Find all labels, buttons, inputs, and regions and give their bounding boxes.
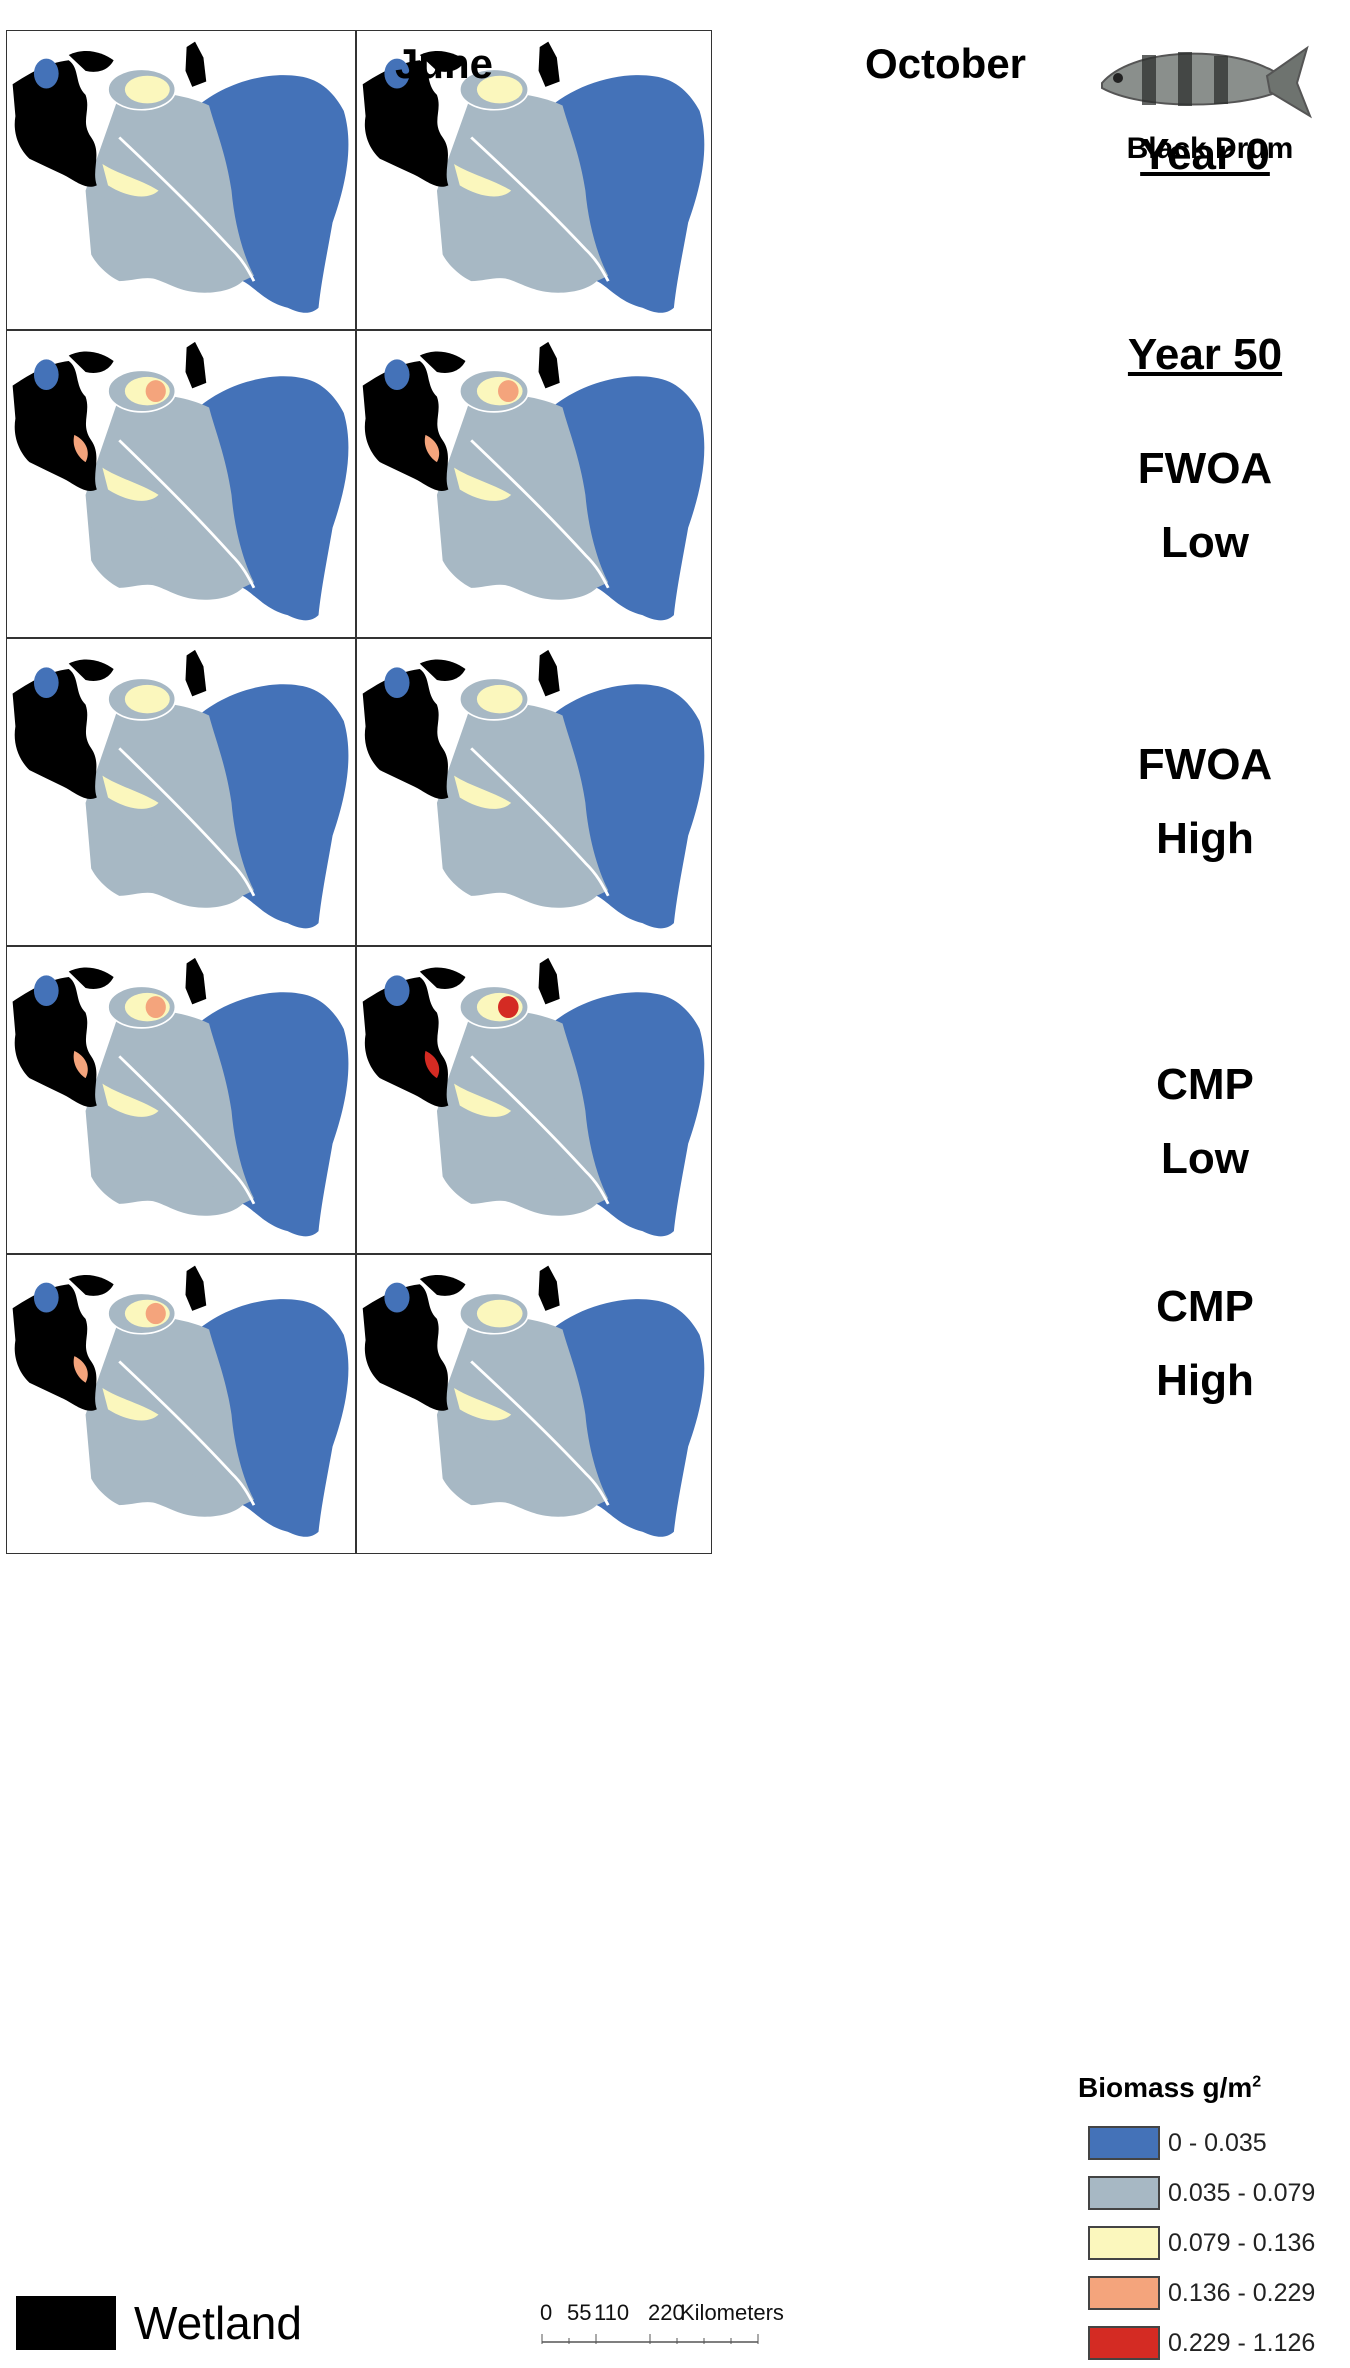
legend-swatch bbox=[1088, 2326, 1160, 2360]
black-drum-fish-icon bbox=[1101, 45, 1312, 119]
legend-swatch bbox=[1088, 2276, 1160, 2310]
map-panel-year0-october bbox=[356, 30, 712, 330]
map-panel-year0-june bbox=[6, 30, 356, 330]
legend-item: 0 - 0.035 bbox=[1078, 2118, 1348, 2168]
scenario-label-0: Year 0 bbox=[1140, 130, 1270, 179]
map-grid bbox=[6, 30, 1062, 2342]
scale-tick-label: 0 bbox=[540, 2300, 553, 2325]
scenario-label-2: FWOA Low bbox=[1137, 444, 1273, 567]
legend-item: 0.229 - 1.126 bbox=[1078, 2318, 1348, 2368]
scenario-label-5: CMP High bbox=[1156, 1282, 1254, 1405]
map-panel-cmp-low-october bbox=[356, 946, 712, 1254]
legend-label: 0.136 - 0.229 bbox=[1168, 2278, 1316, 2307]
legend-item: 0.136 - 0.229 bbox=[1078, 2268, 1348, 2318]
legend-item: 0.079 - 0.136 bbox=[1078, 2218, 1348, 2268]
map-panel-fwoa-high-october bbox=[356, 638, 712, 946]
scenario-label-3: FWOA High bbox=[1137, 740, 1273, 863]
scale-tick-label: 55 bbox=[567, 2300, 592, 2325]
legend-label: 0 - 0.035 bbox=[1168, 2128, 1267, 2157]
map-panel-cmp-high-june bbox=[6, 1254, 356, 1554]
map-panel-cmp-high-october bbox=[356, 1254, 712, 1554]
scale-tick-label: 220 bbox=[648, 2300, 685, 2325]
legend-title: Biomass g/m2 bbox=[1078, 2072, 1262, 2103]
legend-swatch bbox=[1088, 2126, 1160, 2160]
legend-item: 0.035 - 0.079 bbox=[1078, 2168, 1348, 2218]
map-panel-fwoa-high-june bbox=[6, 638, 356, 946]
scale-unit: Kilometers bbox=[680, 2300, 784, 2325]
map-panel-fwoa-low-june bbox=[6, 330, 356, 638]
map-panel-cmp-low-june bbox=[6, 946, 356, 1254]
legend-label: 0.079 - 0.136 bbox=[1168, 2228, 1316, 2257]
scenario-label-1: Year 50 bbox=[1127, 330, 1283, 379]
scale-bar-graphic bbox=[541, 2334, 759, 2344]
legend-label: 0.035 - 0.079 bbox=[1168, 2178, 1316, 2207]
scale-bar: 0 55 110 220 Kilometers bbox=[540, 2300, 900, 2351]
legend-label: 0.229 - 1.126 bbox=[1168, 2328, 1316, 2357]
species-label: Black Drum bbox=[1126, 132, 1294, 165]
map-panel-fwoa-low-october bbox=[356, 330, 712, 638]
wetland-label: Wetland bbox=[134, 2297, 302, 2349]
scale-tick-label: 110 bbox=[594, 2300, 630, 2325]
legend-swatch bbox=[1088, 2176, 1160, 2210]
month-label-june: June bbox=[395, 40, 494, 87]
wetland-legend: Wetland bbox=[16, 2296, 302, 2350]
month-label-october: October bbox=[865, 40, 1027, 87]
legend-swatch bbox=[1088, 2226, 1160, 2260]
legend: Biomass g/m2 0 - 0.035 0.035 - 0.079 0.079… bbox=[1078, 2072, 1348, 2368]
scenario-label-4: CMP Low bbox=[1156, 1060, 1254, 1183]
wetland-swatch bbox=[16, 2296, 116, 2350]
